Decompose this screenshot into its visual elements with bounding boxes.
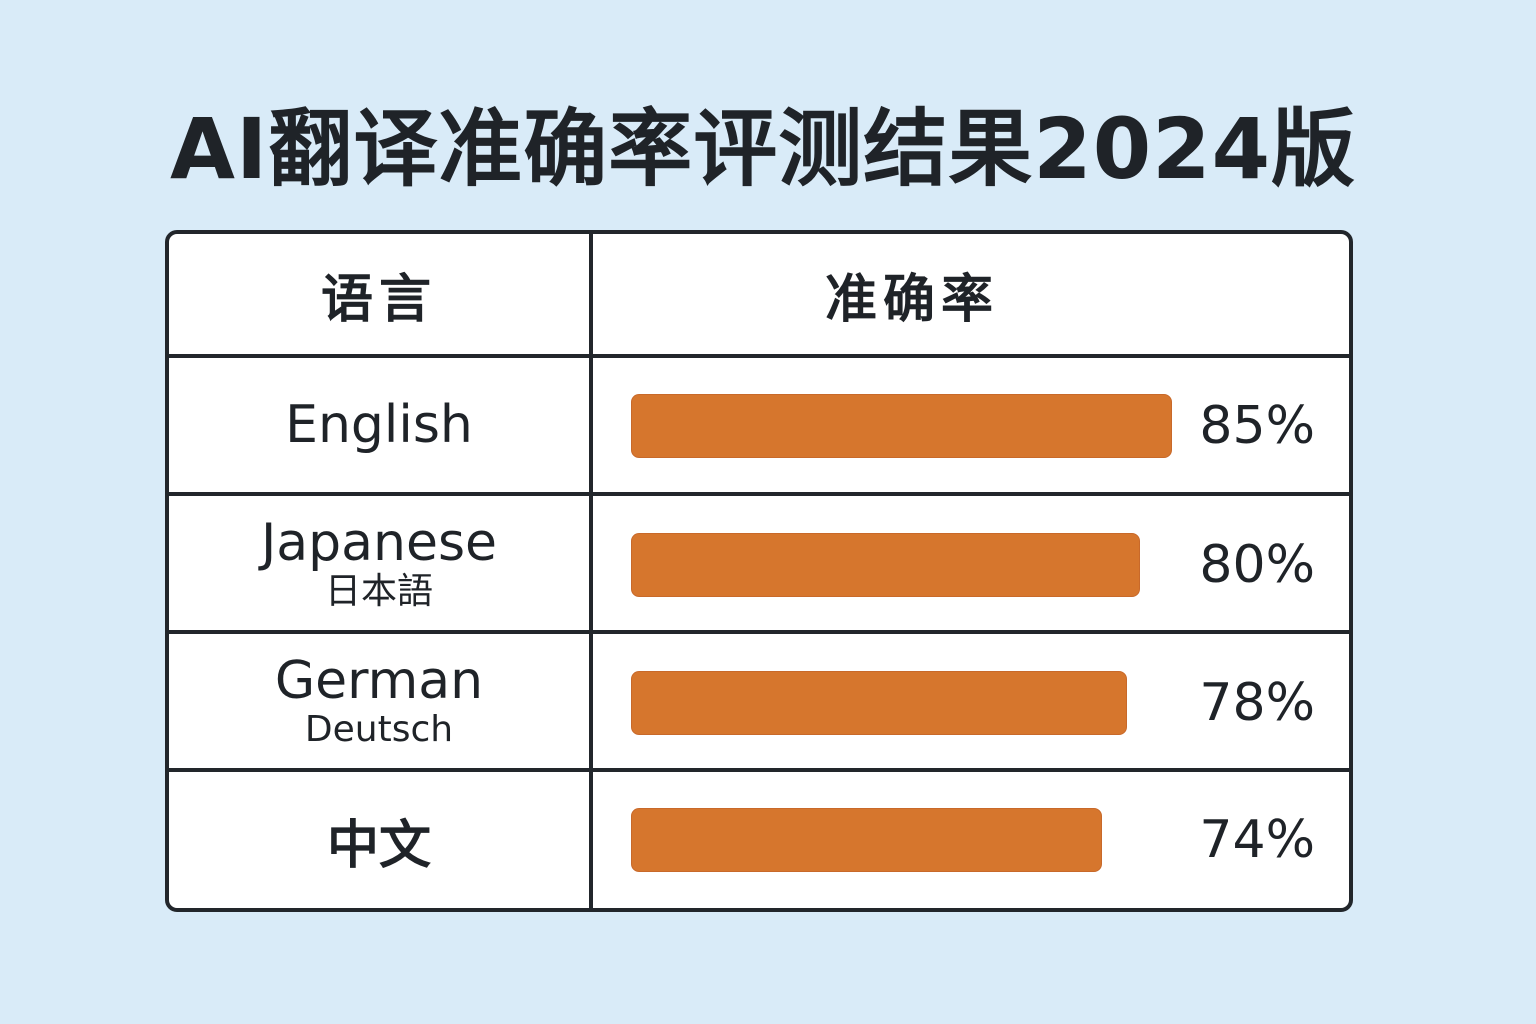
language-label: German	[274, 651, 484, 711]
table-row-german: German Deutsch 78%	[169, 634, 1349, 768]
accuracy-bar	[631, 533, 1140, 597]
header-language-cell: 语言	[169, 234, 589, 354]
header-accuracy-cell: 准确率	[593, 234, 1349, 354]
table-row-japanese: Japanese 日本語 80%	[169, 496, 1349, 630]
language-cell: 中文	[169, 772, 589, 908]
accuracy-bar	[631, 671, 1127, 735]
chart-title: AI翻译准确率评测结果2024版	[170, 100, 1357, 198]
language-label: Japanese	[260, 513, 498, 573]
row-divider	[169, 354, 1349, 358]
header-accuracy: 准确率	[825, 269, 1000, 330]
row-divider	[169, 492, 1349, 496]
accuracy-table: 语言 准确率 English 85% Japanese 日本語 80% Germ…	[165, 230, 1353, 912]
accuracy-bar	[631, 808, 1102, 872]
language-label: English	[285, 395, 473, 455]
header-language: 语言	[320, 269, 437, 330]
accuracy-label: 74%	[1199, 810, 1315, 870]
row-divider	[169, 630, 1349, 634]
language-cell: Japanese 日本語	[169, 496, 589, 630]
column-divider	[589, 234, 593, 908]
language-native-label: Deutsch	[304, 709, 454, 750]
row-divider	[169, 768, 1349, 772]
language-cell: German Deutsch	[169, 634, 589, 768]
language-label: 中文	[326, 815, 431, 876]
language-native-label: 日本語	[324, 571, 433, 612]
header-row: 语言 准确率	[169, 234, 1349, 354]
accuracy-label: 85%	[1199, 396, 1315, 456]
accuracy-label: 80%	[1199, 535, 1315, 595]
table-row-english: English 85%	[169, 358, 1349, 492]
language-cell: English	[169, 358, 589, 492]
table-row-chinese: 中文 74%	[169, 772, 1349, 908]
accuracy-label: 78%	[1199, 673, 1315, 733]
accuracy-bar	[631, 394, 1172, 458]
